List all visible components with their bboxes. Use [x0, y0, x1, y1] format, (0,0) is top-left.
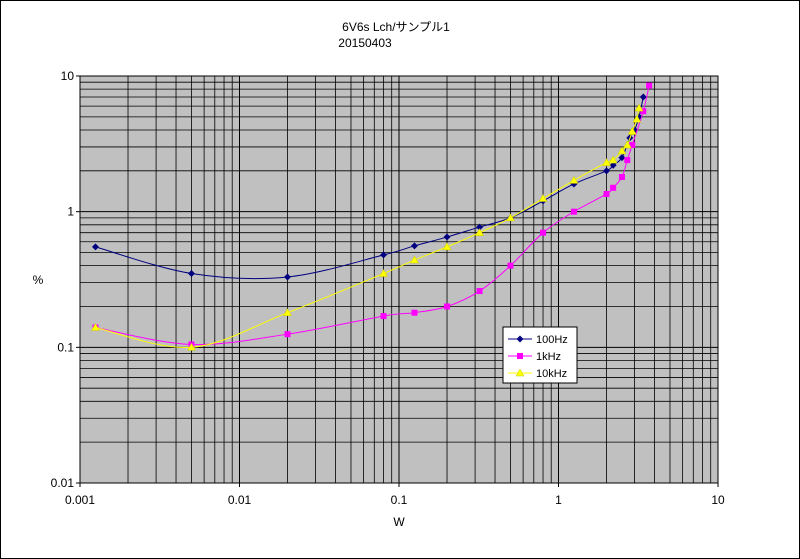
y-tick-label: 1 [67, 205, 74, 219]
legend-marker-1khz [517, 353, 523, 359]
data-point-10khz [617, 146, 627, 155]
y-axis-ticks: 0.01 0.1 1 10 [51, 69, 80, 490]
data-point-100hz [380, 251, 388, 259]
data-point-100hz [618, 154, 626, 162]
data-point-1khz [411, 309, 418, 316]
data-point-1khz [540, 229, 547, 236]
data-point-10khz [622, 140, 632, 149]
data-point-10khz [569, 175, 579, 184]
x-tick-label: 0.1 [391, 493, 408, 507]
y-axis-label: % [33, 273, 44, 287]
data-point-1khz [618, 174, 625, 181]
data-point-1khz [570, 208, 577, 215]
y-tick-label: 0.01 [51, 476, 75, 490]
data-point-1khz [624, 157, 631, 164]
legend-label-100hz: 100Hz [536, 334, 568, 346]
data-point-100hz [187, 270, 195, 278]
x-axis-ticks: 0.001 0.01 0.1 1 10 [65, 483, 725, 507]
data-point-10khz [91, 323, 100, 331]
data-point-100hz [443, 233, 451, 241]
data-point-1khz [380, 313, 387, 320]
y-tick-label: 0.1 [57, 340, 74, 354]
data-point-1khz [284, 331, 291, 338]
data-point-10khz [475, 228, 485, 236]
data-point-10khz [442, 242, 452, 251]
data-point-100hz [639, 93, 647, 101]
data-point-10khz [379, 269, 388, 277]
data-point-10khz [283, 308, 292, 316]
data-point-100hz [603, 167, 611, 175]
data-point-10khz [632, 114, 642, 123]
y-tick-label: 10 [61, 69, 75, 83]
legend-label-1khz: 1kHz [536, 351, 561, 363]
series-10khz [91, 103, 644, 351]
data-point-10khz [506, 213, 515, 222]
x-tick-label: 1 [555, 493, 562, 507]
data-point-1khz [507, 262, 514, 269]
data-point-100hz [609, 161, 617, 169]
x-tick-label: 10 [711, 493, 725, 507]
data-point-1khz [629, 142, 636, 149]
data-series [91, 82, 653, 351]
data-point-1khz [603, 190, 610, 197]
data-point-100hz [476, 223, 484, 231]
x-tick-label: 0.01 [228, 493, 252, 507]
chart-title: 6V6s Lch/サンプル1 [342, 20, 450, 34]
data-point-100hz [410, 242, 418, 250]
legend-marker-100hz [516, 335, 524, 343]
data-point-10khz [538, 194, 548, 202]
legend: 100Hz 1kHz 10kHz [502, 326, 578, 384]
data-point-10khz [410, 255, 419, 264]
data-point-100hz [91, 243, 99, 251]
data-point-1khz [610, 184, 617, 191]
x-axis-label: W [393, 515, 405, 529]
legend-box [502, 326, 578, 384]
legend-label-10khz: 10kHz [536, 368, 567, 380]
data-point-10khz [634, 103, 644, 112]
legend-marker-10khz [515, 368, 525, 377]
data-point-10khz [187, 342, 196, 351]
data-point-10khz [627, 126, 637, 135]
chart-subtitle: 20150403 [338, 36, 392, 50]
x-tick-label: 0.001 [65, 493, 95, 507]
data-point-10khz [602, 158, 611, 166]
data-point-1khz [476, 288, 483, 295]
data-point-100hz [284, 273, 292, 281]
data-point-1khz [444, 303, 451, 310]
data-point-10khz [608, 155, 618, 164]
data-point-1khz [646, 82, 653, 89]
